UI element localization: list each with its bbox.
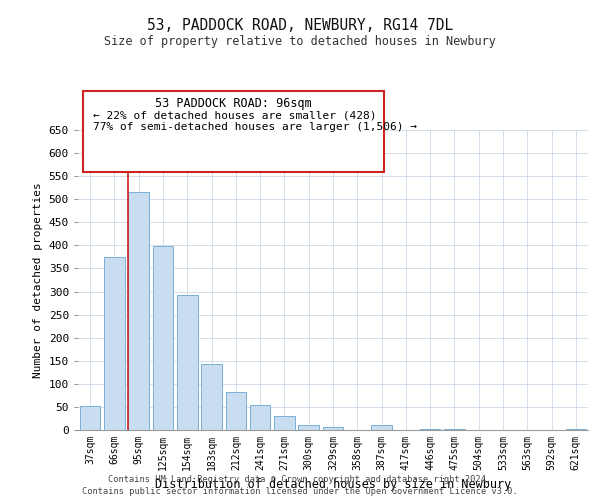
Text: Contains public sector information licensed under the Open Government Licence v3: Contains public sector information licen… [82,487,518,496]
Bar [444,429,465,430]
Bar [274,416,295,430]
Text: Contains HM Land Registry data © Crown copyright and database right 2024.: Contains HM Land Registry data © Crown c… [109,475,491,484]
Bar [250,404,271,430]
FancyBboxPatch shape [83,91,384,172]
Bar [201,364,222,430]
Bar [128,192,149,430]
Text: 77% of semi-detached houses are larger (1,506) →: 77% of semi-detached houses are larger (… [94,122,418,132]
Bar [104,257,125,430]
Bar [298,426,319,430]
X-axis label: Distribution of detached houses by size in Newbury: Distribution of detached houses by size … [155,478,511,492]
Text: ← 22% of detached houses are smaller (428): ← 22% of detached houses are smaller (42… [94,110,377,120]
Bar [420,428,440,430]
Text: 53 PADDOCK ROAD: 96sqm: 53 PADDOCK ROAD: 96sqm [155,97,312,110]
Bar [152,246,173,430]
Bar [80,406,100,430]
Text: 53, PADDOCK ROAD, NEWBURY, RG14 7DL: 53, PADDOCK ROAD, NEWBURY, RG14 7DL [147,18,453,32]
Bar [566,429,586,430]
Bar [323,427,343,430]
Y-axis label: Number of detached properties: Number of detached properties [33,182,43,378]
Text: Size of property relative to detached houses in Newbury: Size of property relative to detached ho… [104,35,496,48]
Bar [177,295,197,430]
Bar [371,426,392,430]
Bar [226,392,246,430]
